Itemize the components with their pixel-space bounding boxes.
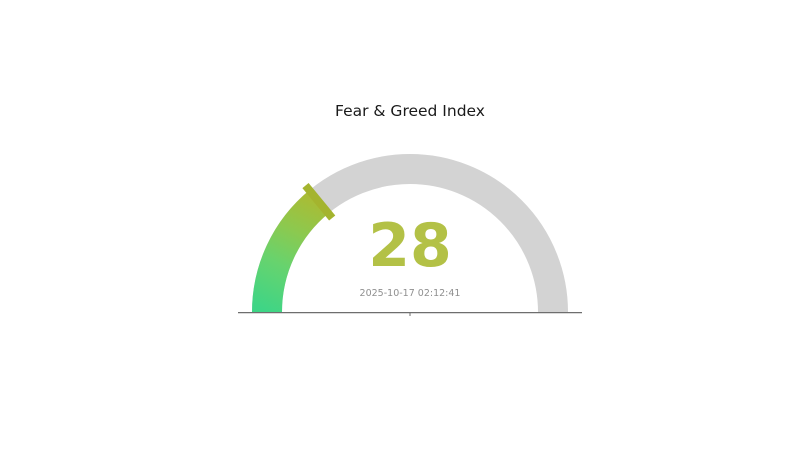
gauge-timestamp: 2025-10-17 02:12:41	[360, 288, 461, 299]
gauge-value: 28	[368, 211, 452, 281]
chart-title: Fear & Greed Index	[335, 102, 485, 120]
gauge-needle-tick	[302, 183, 336, 221]
gauge-value-arc	[252, 190, 329, 313]
